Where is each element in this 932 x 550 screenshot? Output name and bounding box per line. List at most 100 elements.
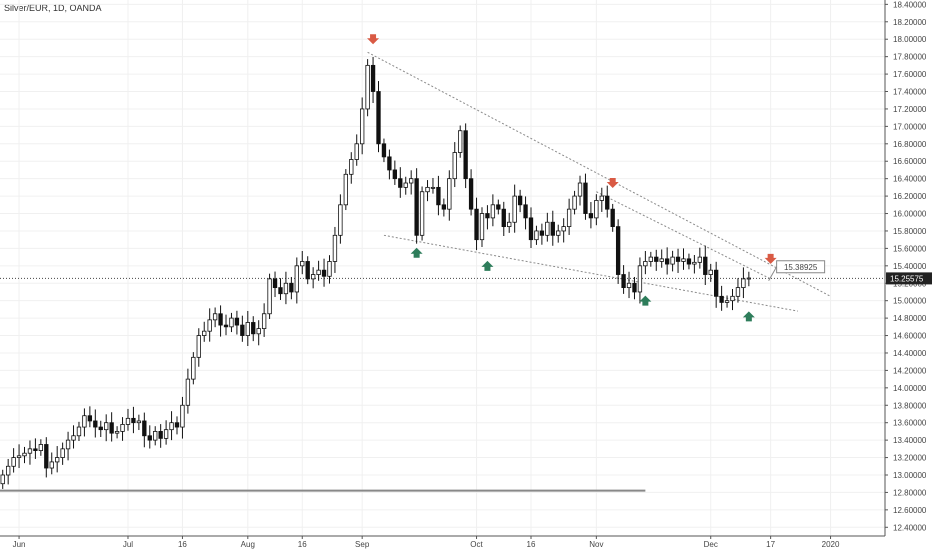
- candle-body[interactable]: [419, 191, 425, 236]
- candle-body[interactable]: [218, 313, 223, 326]
- candle-body[interactable]: [180, 404, 185, 428]
- candle-body[interactable]: [223, 324, 229, 328]
- candle-body[interactable]: [251, 322, 256, 335]
- candle-body[interactable]: [305, 261, 310, 280]
- candle-body[interactable]: [708, 269, 713, 275]
- candle-body[interactable]: [153, 431, 158, 441]
- candle-body[interactable]: [468, 178, 474, 210]
- candle-body[interactable]: [528, 217, 534, 241]
- candle-body[interactable]: [566, 208, 572, 228]
- candle-body[interactable]: [332, 234, 338, 262]
- candle-body[interactable]: [55, 457, 60, 463]
- candle-body[interactable]: [403, 182, 408, 188]
- candle-body[interactable]: [349, 159, 354, 175]
- candle-body[interactable]: [512, 195, 517, 223]
- resistance-trendline-2[interactable]: [596, 191, 771, 280]
- candle-body[interactable]: [594, 200, 599, 219]
- candle-body[interactable]: [87, 415, 93, 422]
- candle-body[interactable]: [376, 91, 381, 145]
- candle-body[interactable]: [605, 195, 610, 210]
- candle-body[interactable]: [5, 465, 11, 476]
- candle-body[interactable]: [202, 330, 207, 336]
- candle-body[interactable]: [735, 287, 741, 297]
- candle-body[interactable]: [163, 429, 169, 439]
- candle-body[interactable]: [392, 169, 398, 180]
- candle-body[interactable]: [507, 221, 512, 228]
- candle-body[interactable]: [452, 152, 457, 180]
- candle-body[interactable]: [65, 439, 71, 450]
- candle-body[interactable]: [136, 420, 142, 424]
- candle-body[interactable]: [354, 143, 359, 160]
- candle-body[interactable]: [621, 274, 626, 289]
- candle-body[interactable]: [588, 213, 594, 219]
- candle-body[interactable]: [289, 282, 294, 293]
- candle-body[interactable]: [114, 431, 120, 434]
- candle-body[interactable]: [142, 420, 147, 437]
- candle-body[interactable]: [38, 444, 44, 451]
- candle-body[interactable]: [572, 195, 577, 210]
- candle-body[interactable]: [120, 424, 125, 432]
- candle-body[interactable]: [724, 300, 730, 303]
- candle-body[interactable]: [474, 208, 479, 241]
- candle-body[interactable]: [0, 474, 5, 485]
- candle-body[interactable]: [22, 452, 27, 457]
- candle-body[interactable]: [71, 435, 76, 441]
- candle-body[interactable]: [185, 378, 191, 406]
- candle-body[interactable]: [261, 313, 267, 329]
- candle-body[interactable]: [283, 282, 289, 295]
- candle-body[interactable]: [147, 435, 152, 441]
- candle-body[interactable]: [365, 64, 370, 110]
- candle-body[interactable]: [343, 173, 349, 206]
- candle-body[interactable]: [327, 261, 332, 277]
- candle-body[interactable]: [359, 108, 365, 145]
- candle-body[interactable]: [387, 156, 392, 171]
- candle-body[interactable]: [577, 182, 583, 197]
- candle-body[interactable]: [599, 195, 604, 201]
- candle-body[interactable]: [523, 204, 528, 219]
- candle-body[interactable]: [196, 335, 201, 358]
- candle-body[interactable]: [409, 178, 414, 184]
- candle-body[interactable]: [561, 226, 566, 232]
- candle-body[interactable]: [49, 461, 54, 469]
- candle-body[interactable]: [485, 213, 490, 219]
- candle-body[interactable]: [256, 328, 261, 335]
- candle-body[interactable]: [713, 269, 719, 297]
- candle-body[interactable]: [436, 186, 441, 206]
- candle-body[interactable]: [191, 356, 196, 380]
- candle-body[interactable]: [479, 213, 485, 241]
- candle-body[interactable]: [447, 178, 452, 210]
- candle-body[interactable]: [370, 64, 376, 92]
- candle-body[interactable]: [670, 256, 675, 265]
- candle-body[interactable]: [697, 256, 703, 263]
- candle-body[interactable]: [654, 256, 659, 262]
- resistance-trendline[interactable]: [367, 51, 831, 297]
- callout-box[interactable]: [776, 260, 826, 274]
- candle-body[interactable]: [615, 226, 621, 275]
- candle-body[interactable]: [719, 295, 724, 303]
- candle-body[interactable]: [234, 317, 240, 326]
- candle-body[interactable]: [425, 186, 430, 193]
- candle-body[interactable]: [11, 457, 16, 467]
- candle-body[interactable]: [550, 221, 555, 236]
- candle-body[interactable]: [104, 422, 109, 431]
- candle-body[interactable]: [310, 274, 316, 280]
- candle-body[interactable]: [174, 422, 180, 428]
- candle-body[interactable]: [501, 208, 506, 228]
- candle-body[interactable]: [643, 261, 648, 267]
- candle-body[interactable]: [664, 258, 670, 265]
- candle-body[interactable]: [316, 269, 321, 275]
- candle-body[interactable]: [158, 431, 163, 439]
- candle-body[interactable]: [381, 143, 387, 158]
- candle-body[interactable]: [583, 182, 588, 214]
- candle-body[interactable]: [414, 178, 419, 236]
- candle-body[interactable]: [632, 282, 637, 293]
- candle-body[interactable]: [212, 313, 218, 321]
- candle-body[interactable]: [741, 278, 746, 289]
- candle-body[interactable]: [278, 287, 283, 295]
- candle-body[interactable]: [534, 230, 539, 241]
- candle-body[interactable]: [169, 422, 174, 431]
- candle-body[interactable]: [692, 261, 697, 265]
- candle-body[interactable]: [626, 282, 632, 289]
- candle-body[interactable]: [60, 448, 65, 458]
